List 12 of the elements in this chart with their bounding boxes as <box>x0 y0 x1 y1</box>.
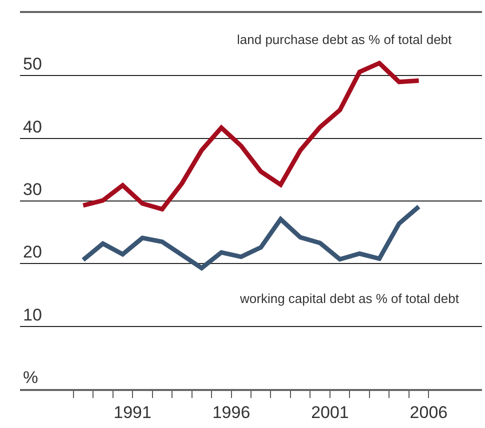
y-tick-label: 50 <box>23 54 42 74</box>
y-tick-label: 40 <box>23 117 42 136</box>
y-tick-label: % <box>23 368 38 388</box>
y-tick-label: 10 <box>23 305 42 324</box>
y-tick-label: 30 <box>23 180 42 200</box>
text: land purchase debt as % of total debt <box>237 32 452 47</box>
text: working capital debt as % of total debt <box>239 291 460 306</box>
x-tick-label: 1991 <box>114 403 152 422</box>
x-tick-label: 2001 <box>311 403 349 422</box>
x-tick-label: 1996 <box>212 403 250 422</box>
y-tick-label: 20 <box>23 242 42 262</box>
x-tick-label: 2006 <box>410 403 448 422</box>
